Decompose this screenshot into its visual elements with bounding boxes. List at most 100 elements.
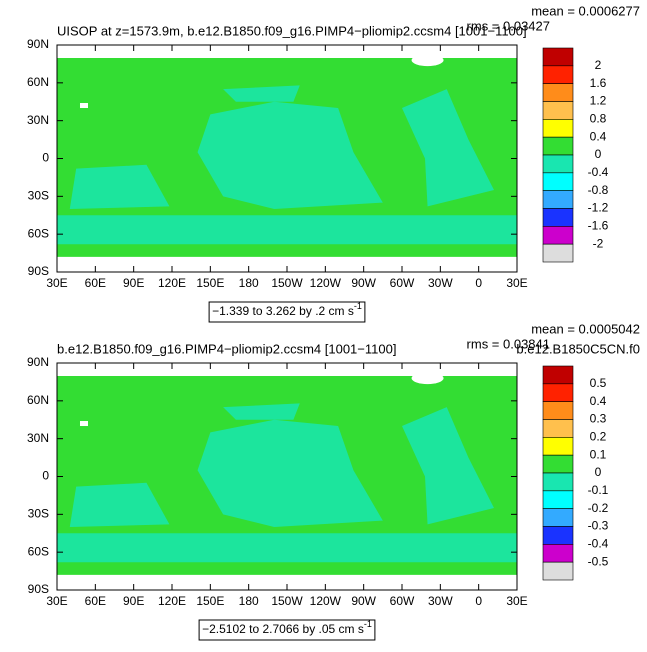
colorbar-box [542, 65, 574, 84]
colorbar-label: -0.2 [588, 501, 609, 515]
y-tick-label: 30N [27, 431, 49, 445]
colorbar-box [542, 561, 574, 581]
colorbar-label: 0.3 [590, 412, 607, 426]
x-tick-label: 30W [428, 594, 453, 608]
x-tick-label: 150W [271, 594, 303, 608]
colorbar-label: 0 [595, 465, 602, 479]
y-tick-label: 30N [27, 113, 49, 127]
field-patch [402, 89, 494, 207]
colorbar-label: -0.3 [588, 519, 609, 533]
y-tick-label: 30S [28, 507, 49, 521]
x-tick-label: 30E [46, 276, 67, 290]
colorbar-box [542, 419, 574, 438]
caption-text: −1.339 to 3.262 by .2 cm s [212, 304, 354, 318]
colorbar-box [542, 243, 574, 263]
field-patch [57, 533, 517, 563]
colorbar-box [542, 101, 574, 120]
x-tick-label: 150E [196, 276, 224, 290]
x-tick-label: 0 [475, 276, 482, 290]
colorbar-box [542, 526, 574, 545]
stat-rms: rms = 0.03841 [467, 336, 550, 351]
field-patch [197, 419, 383, 527]
x-tick-label: 60W [390, 594, 415, 608]
field-patch [223, 85, 300, 102]
y-tick-label: 0 [42, 469, 49, 483]
colorbar-label: 2 [595, 58, 602, 72]
colorbar-box [542, 190, 574, 209]
y-tick-label: 60S [28, 226, 49, 240]
x-tick-label: 150E [196, 594, 224, 608]
x-tick-label: 30E [506, 594, 527, 608]
y-tick-label: 90N [27, 37, 49, 51]
colorbar-label: -0.8 [588, 183, 609, 197]
colorbar-label: 1.2 [590, 94, 607, 108]
x-tick-label: 90W [351, 276, 376, 290]
y-tick-label: 90S [28, 264, 49, 278]
colorbar-box [542, 226, 574, 245]
plot-title: UISOP at z=1573.9m, b.e12.B1850.f09_g16.… [57, 23, 527, 38]
field-patch [402, 407, 494, 525]
colorbar-label: 0.2 [590, 430, 607, 444]
y-tick-label: 60N [27, 75, 49, 89]
caption-exponent: -1 [354, 301, 362, 311]
colorbar-box [542, 136, 574, 156]
colorbar-label: -0.4 [588, 537, 609, 551]
field-patch [197, 101, 383, 209]
colorbar-label: 0.8 [590, 112, 607, 126]
caption: −1.339 to 3.262 by .2 cm s-1 [212, 301, 362, 318]
colorbar-box [542, 172, 574, 191]
x-tick-label: 60E [85, 276, 106, 290]
caption-text: −2.5102 to 2.7066 by .05 cm s [202, 622, 364, 636]
colorbar-label: -0.4 [588, 165, 609, 179]
colorbar-box [542, 472, 574, 492]
colorbar-box [542, 208, 574, 227]
ice-mask [411, 54, 444, 67]
caption-exponent: -1 [364, 619, 372, 629]
x-tick-label: 180 [239, 276, 259, 290]
colorbar-label: -0.1 [588, 483, 609, 497]
y-tick-label: 0 [42, 151, 49, 165]
land-mask [80, 103, 88, 109]
caption-box [208, 301, 366, 323]
caption-box [198, 619, 376, 641]
stat-mean: mean = 0.0005042 [531, 321, 640, 336]
y-tick-label: 60N [27, 393, 49, 407]
colorbar-label: 0.1 [590, 447, 607, 461]
field-patch [69, 164, 170, 209]
x-tick-label: 30W [428, 276, 453, 290]
colorbar-box [542, 508, 574, 527]
field-patch [69, 482, 170, 527]
x-tick-label: 60W [390, 276, 415, 290]
colorbar-box [542, 401, 574, 420]
colorbar-box [542, 454, 574, 474]
y-tick-label: 90N [27, 355, 49, 369]
colorbar-label: 0.4 [590, 394, 607, 408]
x-tick-label: 90E [123, 594, 144, 608]
y-tick-label: 30S [28, 189, 49, 203]
colorbar-box [542, 47, 574, 67]
colorbar-box [542, 365, 574, 385]
colorbar-box [542, 119, 574, 138]
x-tick-label: 120E [158, 276, 186, 290]
colorbar-box [542, 83, 574, 102]
field-patch [57, 215, 517, 245]
colorbar-box [542, 383, 574, 402]
colorbar-box [542, 437, 574, 456]
x-tick-label: 180 [239, 594, 259, 608]
x-tick-label: 120E [158, 594, 186, 608]
colorbar-label: -0.5 [588, 554, 609, 568]
colorbar-label: -1.6 [588, 219, 609, 233]
colorbar-label: 0 [595, 147, 602, 161]
subtitle-right: b.e12.B1850C5CN.f0 [516, 341, 640, 356]
colorbar-label: 1.6 [590, 76, 607, 90]
x-tick-label: 30E [506, 276, 527, 290]
colorbar-box [542, 154, 574, 174]
colorbar-label: -1.2 [588, 201, 609, 215]
stat-mean: mean = 0.0006277 [531, 3, 640, 18]
x-tick-label: 90E [123, 276, 144, 290]
y-tick-label: 60S [28, 544, 49, 558]
x-tick-label: 120W [310, 594, 342, 608]
caption: −2.5102 to 2.7066 by .05 cm s-1 [202, 619, 372, 636]
